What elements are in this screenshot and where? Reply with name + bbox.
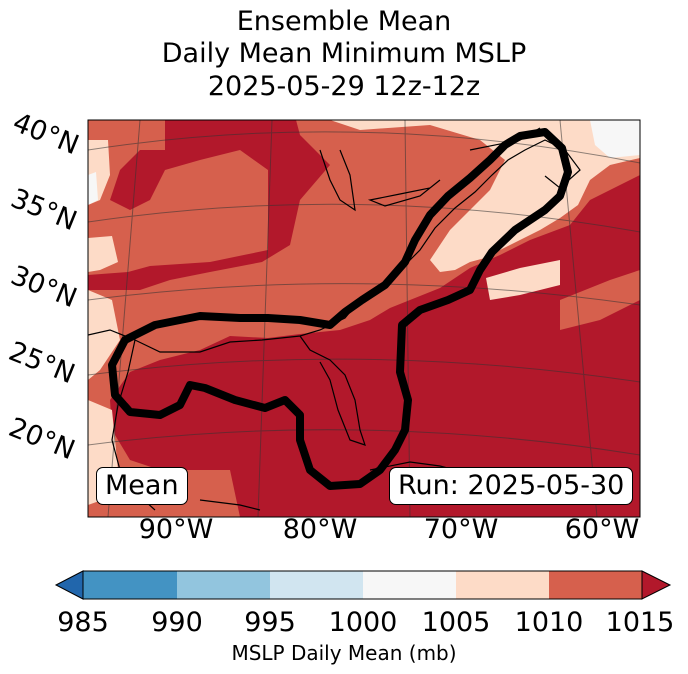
colorbar-tick-990: 990: [151, 607, 203, 638]
colorbar-extend-high: [641, 570, 672, 600]
colorbar-tick-995: 995: [244, 607, 296, 638]
lon-label-90w: 90°W: [138, 514, 214, 545]
title-line-2: Daily Mean Minimum MSLP: [161, 38, 527, 69]
colorbar-segment: [456, 571, 549, 599]
colorbar-segment: [363, 571, 456, 599]
colorbar-segment: [270, 571, 363, 599]
colorbar-tick-1005: 1005: [421, 607, 491, 638]
colorbar-tick-1015: 1015: [605, 607, 675, 638]
map-frame: [87, 119, 641, 518]
colorbar-tick-1000: 1000: [328, 607, 398, 638]
lon-label-70w: 70°W: [423, 514, 499, 545]
colorbar-tick-1010: 1010: [514, 607, 584, 638]
colorbar-segment: [549, 571, 642, 599]
colorbar: [54, 570, 672, 600]
lon-label-60w: 60°W: [564, 514, 640, 545]
mean-label: Mean: [96, 467, 188, 505]
colorbar-label: MSLP Daily Mean (mb): [231, 641, 457, 665]
colorbar-tick-985: 985: [57, 607, 109, 638]
graticule: [88, 120, 640, 517]
colorbar-segment: [177, 571, 270, 599]
lon-label-80w: 80°W: [282, 514, 358, 545]
title-line-1: Ensemble Mean: [236, 6, 452, 37]
title-line-3: 2025-05-29 12z-12z: [207, 71, 481, 102]
colorbar-segment: [83, 571, 177, 599]
mslp-threshold-contour: [108, 128, 572, 490]
mslp-field-1000-1005: [88, 120, 640, 505]
run-date-label: Run: 2025-05-30: [389, 467, 634, 505]
colorbar-extend-low: [54, 570, 84, 600]
